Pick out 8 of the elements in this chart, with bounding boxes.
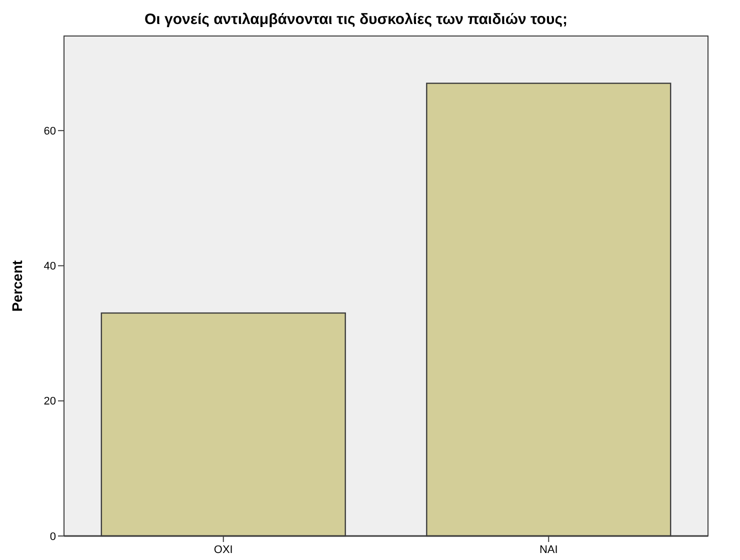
- y-tick-label: 40: [44, 260, 56, 273]
- y-tick-label: 20: [44, 396, 56, 408]
- chart-title: Οι γονείς αντιλαμβάνονται τις δυσκολίες των παιδιών τους;: [144, 11, 568, 28]
- x-tick-label: NAI: [539, 544, 558, 556]
- y-tick-label: 60: [44, 125, 56, 138]
- y-axis-title: Percent: [9, 260, 25, 312]
- x-tick-label: OXI: [214, 544, 233, 556]
- y-tick-label: 0: [50, 530, 56, 543]
